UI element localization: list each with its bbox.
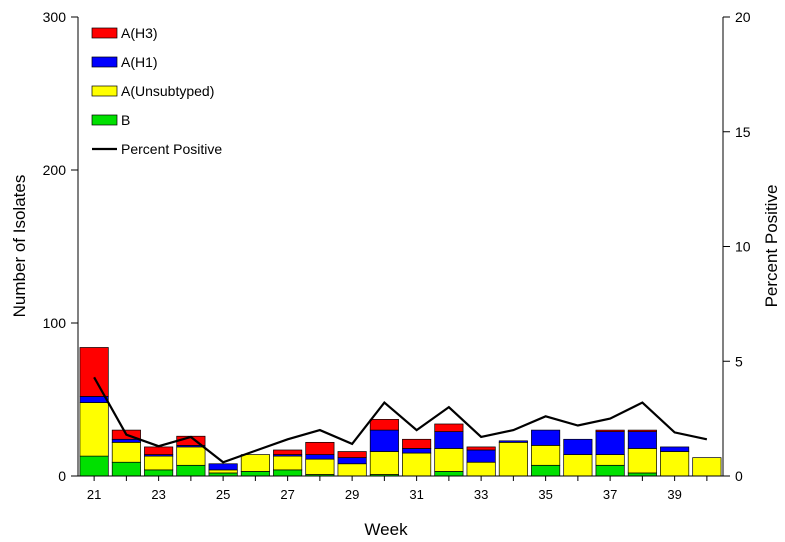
bar-a-h1-week-36 bbox=[563, 438, 593, 455]
bar-a-h3-week-31 bbox=[402, 438, 432, 449]
bar-a-h1-week-33 bbox=[466, 449, 496, 463]
bar-a-h1-week-28 bbox=[305, 454, 335, 460]
bar-b-week-24 bbox=[176, 464, 206, 477]
bar-a-unsubtyped-week-23 bbox=[144, 455, 174, 471]
legend-swatch-b bbox=[91, 114, 118, 126]
bar-a-h3-week-38 bbox=[627, 429, 657, 432]
bar-a-unsubtyped-week-28 bbox=[305, 458, 335, 475]
bar-b-week-35 bbox=[531, 464, 561, 477]
bar-a-unsubtyped-week-38 bbox=[627, 448, 657, 474]
bar-a-h3-week-23 bbox=[144, 446, 174, 455]
bar-a-h1-week-34 bbox=[498, 440, 528, 443]
x-tick-label: 35 bbox=[538, 487, 552, 502]
x-axis-label: Week bbox=[364, 520, 408, 539]
bar-a-h3-week-32 bbox=[434, 423, 464, 432]
bar-a-unsubtyped-week-36 bbox=[563, 454, 593, 477]
bar-a-unsubtyped-week-24 bbox=[176, 446, 206, 466]
bar-a-h3-week-27 bbox=[273, 449, 303, 455]
line-layer bbox=[93, 376, 708, 464]
legend-swatch-a-h1 bbox=[91, 56, 118, 68]
bar-b-week-21 bbox=[79, 455, 109, 477]
bar-b-week-22 bbox=[111, 461, 141, 477]
bar-b-week-37 bbox=[595, 464, 625, 477]
legend: A(H3) A(H1) A(Unsubtyped) B Percent Positive bbox=[91, 25, 222, 157]
bar-b-week-27 bbox=[273, 469, 303, 477]
bar-a-h3-week-21 bbox=[79, 347, 109, 397]
bar-layer bbox=[79, 347, 722, 477]
bar-a-unsubtyped-week-21 bbox=[79, 402, 109, 457]
bar-a-unsubtyped-week-30 bbox=[369, 451, 399, 475]
y-tick-label: 300 bbox=[43, 9, 67, 25]
bar-a-h3-week-29 bbox=[337, 451, 367, 458]
legend-swatch-a-unsubtyped bbox=[91, 85, 118, 97]
x-tick-label: 33 bbox=[474, 487, 488, 502]
bar-a-unsubtyped-week-40 bbox=[692, 457, 722, 477]
bar-a-unsubtyped-week-35 bbox=[531, 445, 561, 466]
bar-a-h1-week-38 bbox=[627, 431, 657, 449]
bar-a-h1-week-31 bbox=[402, 448, 432, 454]
legend-swatch-a-h3 bbox=[91, 27, 118, 39]
x-tick-label: 31 bbox=[409, 487, 423, 502]
y2-tick-label: 15 bbox=[735, 124, 751, 140]
bar-a-unsubtyped-week-39 bbox=[660, 451, 690, 477]
bar-b-week-23 bbox=[144, 469, 174, 477]
bar-a-unsubtyped-week-25 bbox=[208, 469, 238, 474]
bar-a-h3-week-37 bbox=[595, 429, 625, 432]
percent-positive-line bbox=[93, 376, 708, 464]
x-tick-label: 37 bbox=[603, 487, 617, 502]
bar-a-h1-week-37 bbox=[595, 431, 625, 455]
y-tick-label: 100 bbox=[43, 315, 67, 331]
legend-label-a-h3: A(H3) bbox=[121, 25, 158, 41]
x-tick-label: 21 bbox=[87, 487, 101, 502]
bar-a-unsubtyped-week-31 bbox=[402, 452, 432, 477]
y-axis-label: Number of Isolates bbox=[10, 175, 29, 318]
x-tick-label: 39 bbox=[667, 487, 681, 502]
bar-a-h1-week-21 bbox=[79, 396, 109, 403]
x-tick-label: 23 bbox=[151, 487, 165, 502]
legend-label-a-unsubtyped: A(Unsubtyped) bbox=[121, 83, 214, 99]
bar-a-h1-week-22 bbox=[111, 438, 141, 443]
bar-a-h3-week-28 bbox=[305, 441, 335, 455]
legend-label-b: B bbox=[121, 112, 130, 128]
bar-a-unsubtyped-week-34 bbox=[498, 441, 528, 477]
bar-a-h3-week-33 bbox=[466, 446, 496, 451]
y-tick-label: 0 bbox=[58, 468, 66, 484]
bar-a-unsubtyped-week-26 bbox=[240, 454, 270, 472]
bar-a-unsubtyped-week-32 bbox=[434, 448, 464, 472]
y2-tick-label: 10 bbox=[735, 239, 751, 255]
legend-label-percent-positive: Percent Positive bbox=[121, 141, 222, 157]
y2-tick-label: 20 bbox=[735, 9, 751, 25]
bar-a-h3-week-30 bbox=[369, 419, 399, 431]
y2-tick-label: 5 bbox=[735, 353, 743, 369]
y2-axis-label: Percent Positive bbox=[762, 185, 781, 308]
bar-a-unsubtyped-week-37 bbox=[595, 454, 625, 466]
bar-a-unsubtyped-week-29 bbox=[337, 463, 367, 477]
x-tick-label: 27 bbox=[280, 487, 294, 502]
bar-b-week-26 bbox=[240, 471, 270, 477]
axes: 0 100 200 300 0 5 10 15 20 21 23 25 27 29 31 33 35 37 39 bbox=[43, 9, 751, 502]
bar-a-unsubtyped-week-27 bbox=[273, 455, 303, 471]
bar-a-unsubtyped-week-22 bbox=[111, 441, 141, 463]
bar-a-h1-week-32 bbox=[434, 431, 464, 449]
bar-a-unsubtyped-week-33 bbox=[466, 461, 496, 477]
bar-a-h1-week-29 bbox=[337, 457, 367, 465]
y-tick-label: 200 bbox=[43, 162, 67, 178]
bar-a-h1-week-35 bbox=[531, 429, 561, 446]
bar-a-h1-week-25 bbox=[208, 463, 238, 471]
y2-tick-label: 0 bbox=[735, 468, 743, 484]
x-tick-label: 25 bbox=[216, 487, 230, 502]
bar-a-h1-week-30 bbox=[369, 429, 399, 452]
x-tick-label: 29 bbox=[345, 487, 359, 502]
legend-label-a-h1: A(H1) bbox=[121, 54, 158, 70]
bar-a-h1-week-39 bbox=[660, 446, 690, 452]
bar-b-week-32 bbox=[434, 471, 464, 477]
